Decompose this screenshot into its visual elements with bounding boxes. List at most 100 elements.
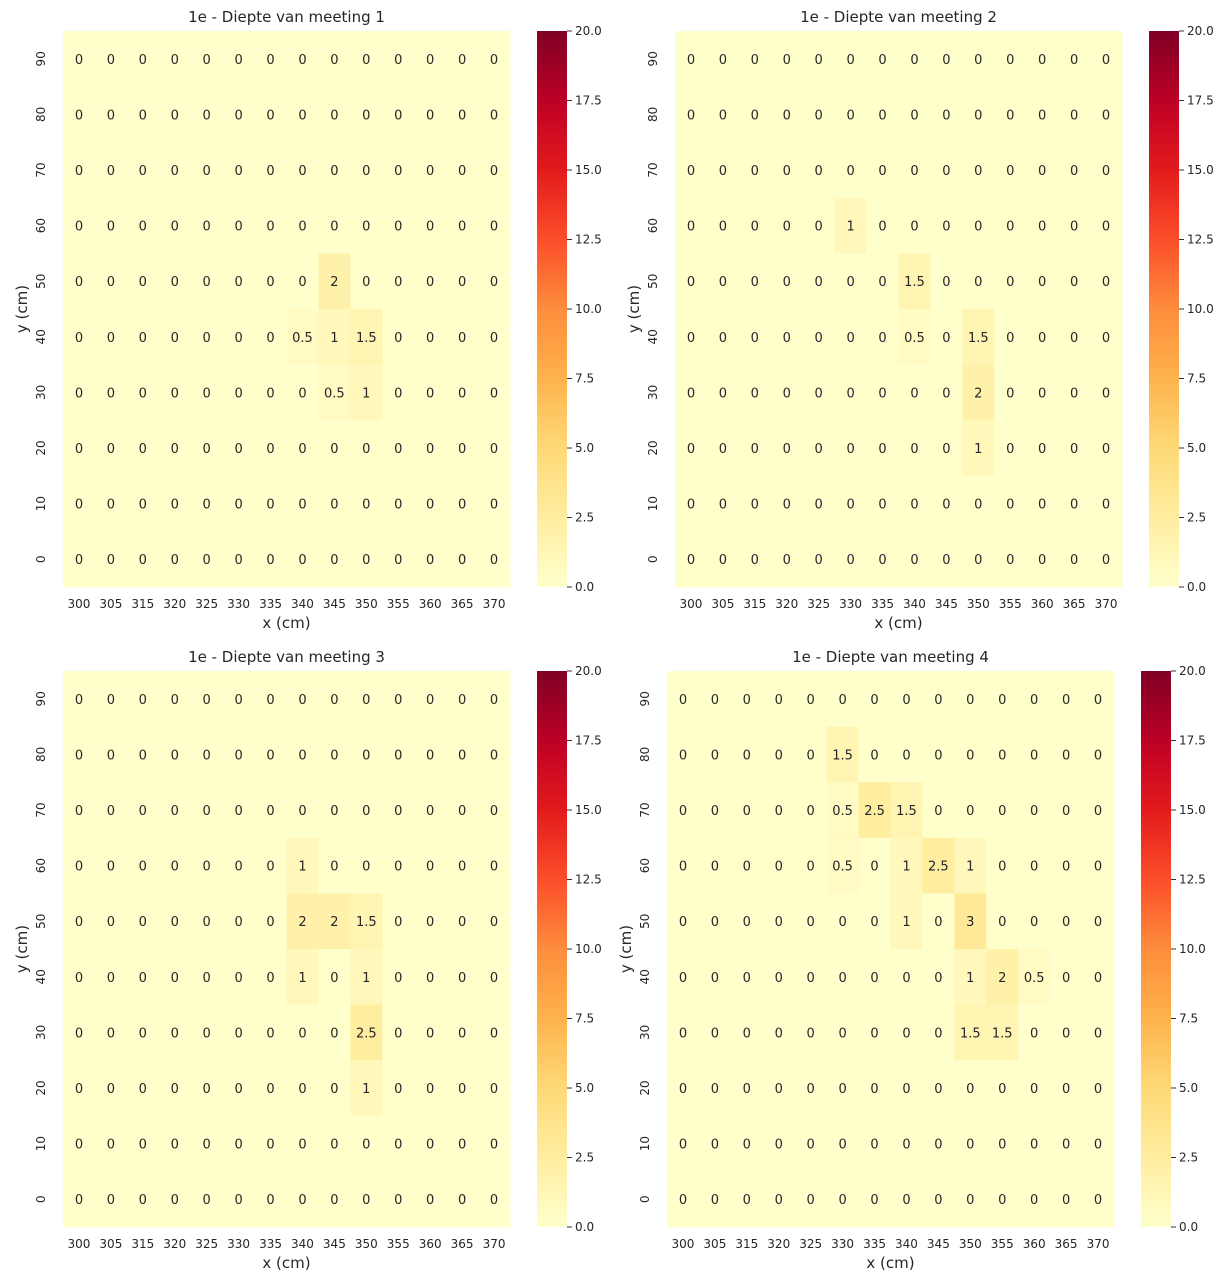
heatmap-cell	[698, 782, 732, 839]
heatmap-cell	[1026, 309, 1059, 365]
cell-value-label: 0	[1102, 108, 1110, 123]
heatmap-cell	[994, 309, 1027, 365]
cell-value-label: 0	[934, 1026, 942, 1041]
heatmap-cell	[898, 142, 931, 199]
heatmap-cell	[222, 893, 255, 950]
heatmap-cell	[446, 253, 479, 310]
cell-value-label: 0	[75, 860, 83, 875]
y-tick-label: 10	[646, 496, 660, 511]
cell-value-label: 0	[203, 553, 211, 568]
heatmap-cell	[962, 531, 995, 588]
heatmap-cell	[1058, 86, 1091, 143]
y-tick-label: 30	[34, 1025, 48, 1040]
heatmap-cell	[190, 86, 224, 143]
heatmap-cell	[1018, 726, 1051, 783]
cell-value-label: 0	[807, 1026, 815, 1041]
cell-value-label: 0	[679, 748, 687, 763]
heatmap-cell	[286, 31, 319, 87]
heatmap-cell	[190, 1060, 224, 1117]
cell-value-label: 0	[1102, 275, 1110, 290]
cell-value-label: 0	[1038, 108, 1046, 123]
cell-value-label: 0	[234, 164, 242, 179]
cell-value-label: 0	[171, 1138, 179, 1153]
cell-value-label: 0	[426, 220, 434, 235]
y-tick-label: 90	[646, 51, 660, 66]
heatmap-cell	[794, 893, 828, 950]
heatmap-cell	[1082, 1171, 1115, 1228]
cell-value-label: 0	[1094, 860, 1102, 875]
colorbar-tick-label: 10.0	[575, 302, 602, 316]
cell-value-label: 0	[870, 1138, 878, 1153]
cell-value-label: 0	[751, 53, 759, 68]
colorbar-tick-label: 15.0	[575, 163, 602, 177]
heatmap-cell	[1090, 531, 1123, 588]
heatmap-cell	[318, 1115, 351, 1172]
heatmap-cell	[158, 142, 192, 199]
heatmap-cell	[286, 1004, 319, 1061]
heatmap-cell	[478, 86, 511, 143]
heatmap-cell	[866, 420, 899, 477]
heatmap-cell	[858, 1060, 891, 1117]
heatmap-cell	[94, 1115, 128, 1172]
y-axis-label: y (cm)	[625, 285, 643, 333]
heatmap-cell	[994, 86, 1027, 143]
cell-value-label: 0	[783, 220, 791, 235]
y-tick-label: 70	[34, 162, 48, 177]
cell-value-label: 0	[362, 804, 370, 819]
cell-value-label: 0	[838, 1193, 846, 1208]
cell-value-label: 0	[1038, 553, 1046, 568]
cell-value-label: 0	[171, 804, 179, 819]
y-tick-label: 40	[34, 969, 48, 984]
cell-value-label: 0	[362, 220, 370, 235]
x-tick-label: 320	[163, 597, 186, 611]
cell-value-label: 0	[394, 553, 402, 568]
heatmap-cell	[190, 142, 224, 199]
heatmap-cell	[890, 726, 923, 783]
heatmap-cell	[834, 253, 867, 310]
cell-value-label: 0	[942, 331, 950, 346]
heatmap-cell	[94, 420, 128, 477]
heatmap-cell	[158, 364, 192, 421]
heatmap-cell	[1026, 86, 1059, 143]
heatmap-cell	[222, 1004, 255, 1061]
colorbar-tick-label: 7.5	[575, 1012, 594, 1026]
cell-value-label: 0	[815, 442, 823, 457]
colorbar-tick-label: 2.5	[575, 1151, 594, 1165]
heatmap-cell	[126, 1171, 160, 1228]
cell-value-label: 0	[1102, 220, 1110, 235]
cell-value-label: 0	[743, 860, 751, 875]
cell-value-label: 0	[139, 804, 147, 819]
heatmap-cell	[446, 837, 479, 894]
heatmap-cell	[286, 1171, 319, 1228]
cell-value-label: 0	[490, 1082, 498, 1097]
colorbar-tick-label: 15.0	[575, 803, 602, 817]
heatmap-cell	[350, 1115, 383, 1172]
heatmap-cell	[350, 671, 383, 727]
cell-value-label: 0	[362, 164, 370, 179]
heatmap-cell	[63, 782, 96, 839]
x-tick-label: 340	[903, 597, 926, 611]
cell-value-label: 0	[362, 553, 370, 568]
x-tick-label: 300	[68, 1237, 91, 1251]
cell-value-label: 0	[1030, 1138, 1038, 1153]
cell-value-label: 0	[490, 915, 498, 930]
heatmap-cell	[190, 1115, 224, 1172]
heatmap-cell	[986, 949, 1019, 1005]
cell-value-label: 0	[234, 553, 242, 568]
heatmap-cell	[826, 1004, 859, 1061]
heatmap-cell	[898, 309, 931, 365]
colorbar-tick-label: 7.5	[1187, 372, 1206, 386]
cell-value-label: 0	[998, 804, 1006, 819]
cell-value-label: 0	[490, 386, 498, 401]
cell-value-label: 0	[1102, 386, 1110, 401]
cell-value-label: 0	[330, 860, 338, 875]
cell-value-label: 0	[139, 220, 147, 235]
heatmap-cell	[94, 309, 128, 365]
heatmap-cell	[126, 253, 160, 310]
cell-value-label: 0	[75, 915, 83, 930]
colorbar-tick-label: 2.5	[1179, 1151, 1198, 1165]
heatmap-cell	[446, 949, 479, 1005]
cell-value-label: 0	[1006, 386, 1014, 401]
heatmap-cell	[63, 420, 96, 477]
heatmap-cell	[126, 86, 160, 143]
